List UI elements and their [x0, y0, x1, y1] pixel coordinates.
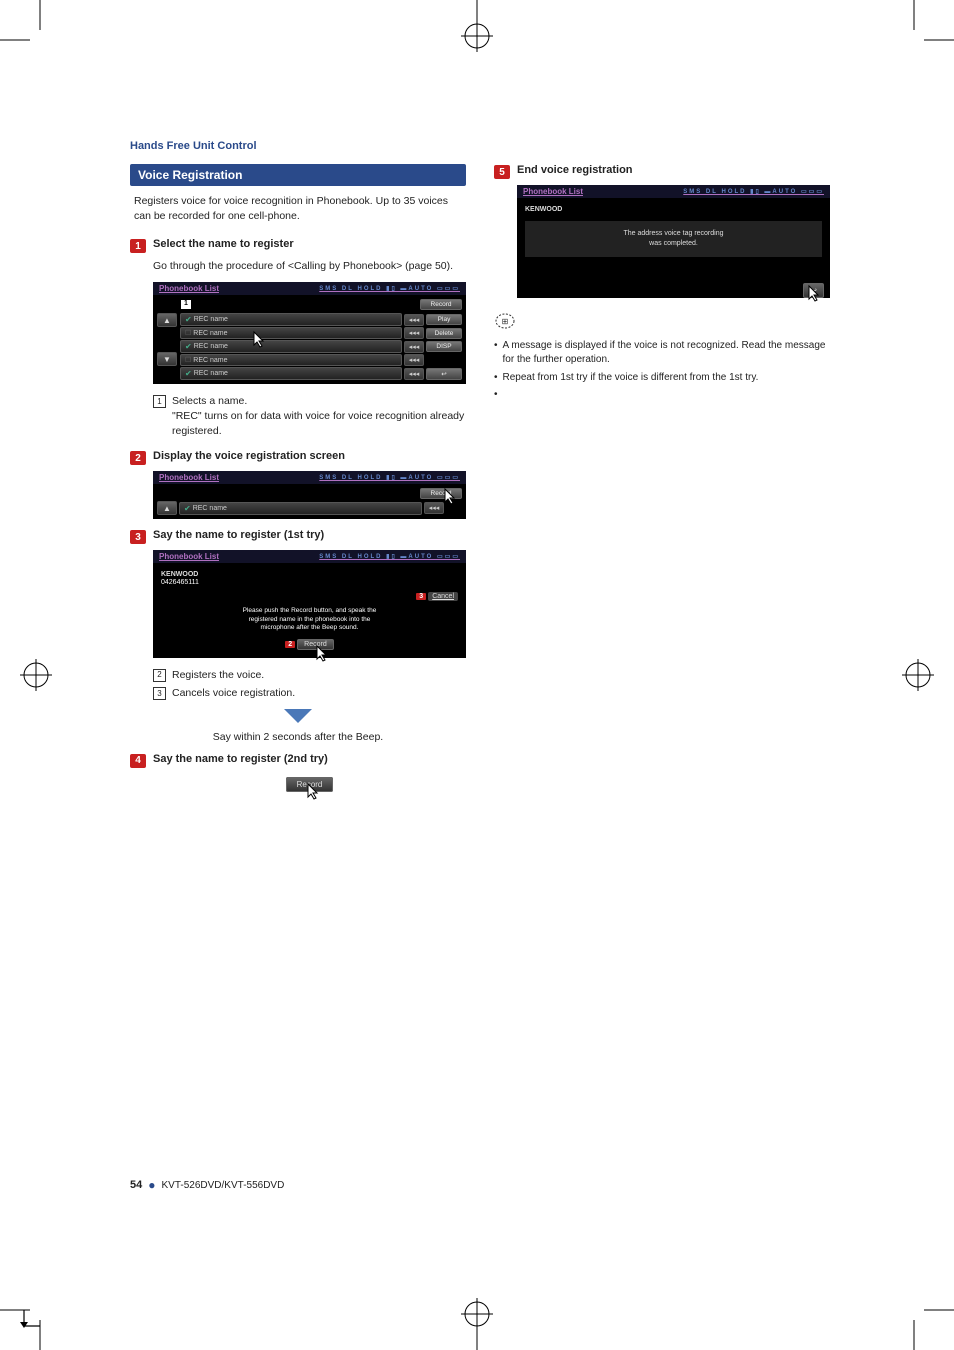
pointer-icon: [314, 644, 332, 662]
phonebook-list-screenshot: Phonebook List SMS DL HOLD ▮▯ ▬AUTO ▭▭▭ …: [153, 282, 466, 384]
play-button[interactable]: Play: [426, 314, 462, 325]
step-5-num: 5: [494, 165, 510, 179]
scroll-up-button[interactable]: ▲: [157, 501, 177, 515]
arrow-down-icon: [284, 709, 312, 723]
intro-text: Registers voice for voice recognition in…: [134, 194, 462, 224]
device-number: 0426465111: [161, 579, 458, 586]
step-4-title: Say the name to register (2nd try): [153, 753, 328, 765]
page-footer: 54 ● KVT-526DVD/KVT-556DVD: [130, 1178, 284, 1192]
step-1-title: Select the name to register: [153, 238, 294, 250]
step-1: 1 Select the name to register: [130, 238, 466, 253]
footer-model: KVT-526DVD/KVT-556DVD: [162, 1180, 285, 1191]
bullet-2: • Repeat from 1st try if the voice is di…: [494, 371, 830, 385]
step-4-num: 4: [130, 754, 146, 768]
right-column: 5 End voice registration Phonebook List …: [494, 164, 830, 802]
say-name-screen: Phonebook List SMS DL HOLD ▮▯ ▬AUTO ▭▭▭ …: [153, 550, 466, 657]
step-5: 5 End voice registration: [494, 164, 830, 179]
phonebook-row[interactable]: ☐REC name ◂◂◂ Delete: [180, 327, 462, 339]
bullet-2-text: Repeat from 1st try if the voice is diff…: [503, 371, 759, 385]
after-beep-text: Say within 2 seconds after the Beep.: [130, 731, 466, 743]
tip-icon: ⊞: [494, 312, 830, 333]
disp-button[interactable]: DISP: [426, 341, 462, 352]
step-2-title: Display the voice registration screen: [153, 450, 345, 462]
bullet-solo: •: [494, 389, 830, 400]
left-column: Voice Registration Registers voice for v…: [130, 164, 466, 802]
note-3-text: Cancels voice registration.: [172, 686, 295, 701]
note-3: 3 Cancels voice registration.: [153, 686, 466, 701]
step-1-num: 1: [130, 239, 146, 253]
phonebook-row[interactable]: ☐REC name ◂◂◂: [180, 354, 462, 366]
cancel-button[interactable]: Cancel: [428, 592, 458, 601]
phonebook-row[interactable]: ✔REC name ◂◂◂ Play: [180, 313, 462, 326]
instruction-line: microphone after the Beep sound.: [177, 624, 442, 632]
note-2-text: Registers the voice.: [172, 668, 264, 683]
callout-1: 1: [180, 299, 192, 309]
cancel-callout-num: 3: [416, 593, 426, 600]
record-button-solo: Record: [153, 774, 466, 792]
end-registration-screen: Phonebook List SMS DL HOLD ▮▯ ▬AUTO ▭▭▭ …: [517, 185, 830, 298]
scroll-up-button[interactable]: ▲: [157, 313, 177, 327]
note-1: 1 Selects a name. "REC" turns on for dat…: [153, 394, 466, 438]
step-3-title: Say the name to register (1st try): [153, 529, 324, 541]
scroll-down-button[interactable]: ▼: [157, 352, 177, 366]
ss-status-icons: SMS DL HOLD ▮▯ ▬AUTO ▭▭▭: [319, 285, 460, 292]
phonebook-row[interactable]: ✔REC name ◂◂◂ DISP: [180, 340, 462, 353]
step-1-body: Go through the procedure of <Calling by …: [153, 259, 466, 274]
svg-text:⊞: ⊞: [502, 317, 509, 326]
completed-line: was completed.: [529, 239, 818, 249]
completed-line: The address voice tag recording: [529, 229, 818, 239]
page-number: 54: [130, 1179, 142, 1191]
record-callout-num: 2: [285, 641, 295, 648]
delete-button[interactable]: Delete: [426, 328, 462, 339]
instruction-line: Please push the Record button, and speak…: [177, 607, 442, 615]
step-3-num: 3: [130, 530, 146, 544]
return-button[interactable]: ↩: [426, 368, 462, 380]
device-name: KENWOOD: [161, 571, 458, 578]
bullet-1: • A message is displayed if the voice is…: [494, 339, 830, 367]
device-name: KENWOOD: [525, 206, 822, 213]
section-header: Hands Free Unit Control: [130, 140, 830, 152]
phonebook-row[interactable]: ✔REC name ◂◂◂ ↩: [180, 367, 462, 380]
pointer-icon: [305, 782, 323, 800]
note-1-num: 1: [153, 395, 166, 408]
note-1-sub: "REC" turns on for data with voice for v…: [172, 409, 466, 438]
voice-registration-title: Voice Registration: [130, 164, 466, 186]
step-2-num: 2: [130, 451, 146, 465]
step-2: 2 Display the voice registration screen: [130, 450, 466, 465]
ss-title: Phonebook List: [159, 284, 219, 293]
pointer-icon: [442, 487, 460, 505]
note-2: 2 Registers the voice.: [153, 668, 466, 683]
step-4: 4 Say the name to register (2nd try): [130, 753, 466, 768]
step-5-title: End voice registration: [517, 164, 633, 176]
note-2-num: 2: [153, 669, 166, 682]
note-1-text: Selects a name.: [172, 394, 466, 409]
instruction-line: registered name in the phonebook into th…: [177, 616, 442, 624]
pointer-icon: [251, 330, 269, 348]
pointer-icon: [806, 284, 824, 302]
note-3-num: 3: [153, 687, 166, 700]
record-button[interactable]: Record: [420, 299, 462, 310]
voice-reg-screen: Phonebook List SMS DL HOLD ▮▯ ▬AUTO ▭▭▭ …: [153, 471, 466, 519]
bullet-1-text: A message is displayed if the voice is n…: [503, 339, 830, 367]
step-3: 3 Say the name to register (1st try): [130, 529, 466, 544]
